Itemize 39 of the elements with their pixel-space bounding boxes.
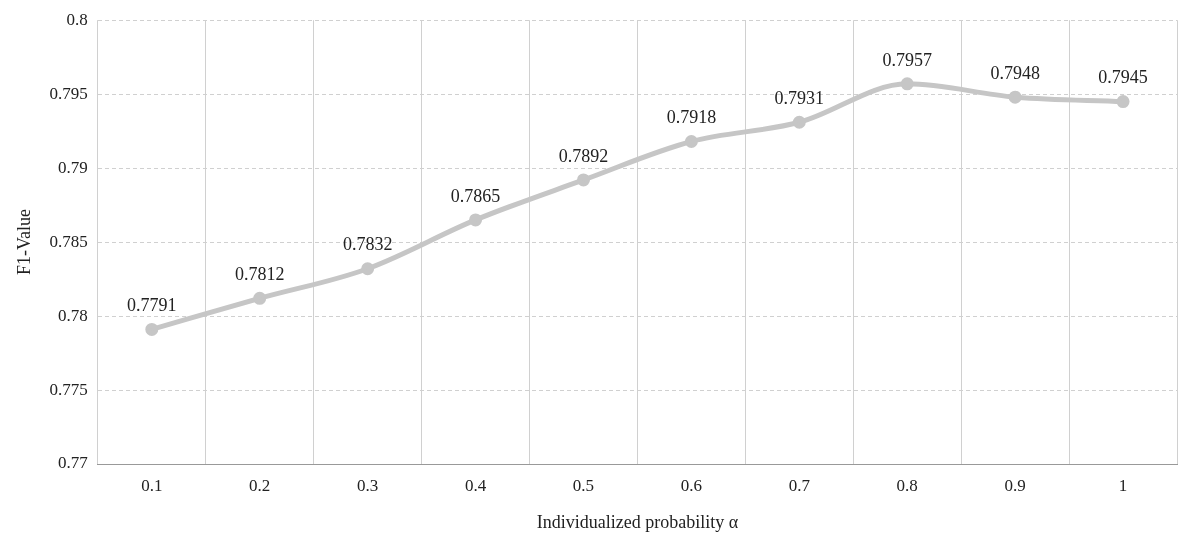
point <box>1116 95 1130 109</box>
point <box>792 115 806 129</box>
x-tick-label: 0.3 <box>357 475 379 495</box>
point <box>469 213 483 227</box>
y-tick-label: 0.77 <box>58 453 89 473</box>
point <box>684 135 698 149</box>
data-label: 0.7832 <box>342 234 393 255</box>
point <box>361 262 375 276</box>
y-tick-label: 0.8 <box>66 9 88 29</box>
x-tick-label: 1 <box>1118 475 1128 495</box>
data-label: 0.7957 <box>882 49 932 70</box>
x-tick-label: 0.7 <box>788 475 811 495</box>
y-tick-label: 0.785 <box>49 231 88 251</box>
point <box>1008 90 1022 104</box>
x-tick-label: 0.2 <box>249 475 271 495</box>
x-tick-label: 0.6 <box>680 475 703 495</box>
y-axis-title: F1-Value <box>13 209 34 276</box>
point <box>900 77 914 91</box>
point <box>253 291 267 305</box>
point <box>145 322 159 336</box>
y-tick-label: 0.795 <box>49 83 88 103</box>
data-label: 0.7865 <box>450 185 501 206</box>
data-label: 0.7918 <box>666 107 717 128</box>
data-label: 0.7948 <box>990 62 1040 83</box>
x-tick-label: 0.9 <box>1004 475 1026 495</box>
data-label: 0.7812 <box>234 264 285 285</box>
y-tick-label: 0.79 <box>58 157 88 177</box>
y-tick-label: 0.78 <box>58 305 88 325</box>
x-tick-label: 0.4 <box>464 475 487 495</box>
x-tick-label: 0.8 <box>896 475 918 495</box>
x-axis-title: Individualized probability α <box>536 511 739 532</box>
data-label: 0.7945 <box>1098 67 1148 88</box>
y-tick-label: 0.775 <box>49 379 88 399</box>
data-label: 0.7931 <box>774 88 825 109</box>
x-tick-label: 0.5 <box>572 475 595 495</box>
data-label: 0.7892 <box>558 145 609 166</box>
x-tick-label: 0.1 <box>141 475 163 495</box>
data-label: 0.7791 <box>127 295 177 316</box>
point <box>576 173 590 187</box>
